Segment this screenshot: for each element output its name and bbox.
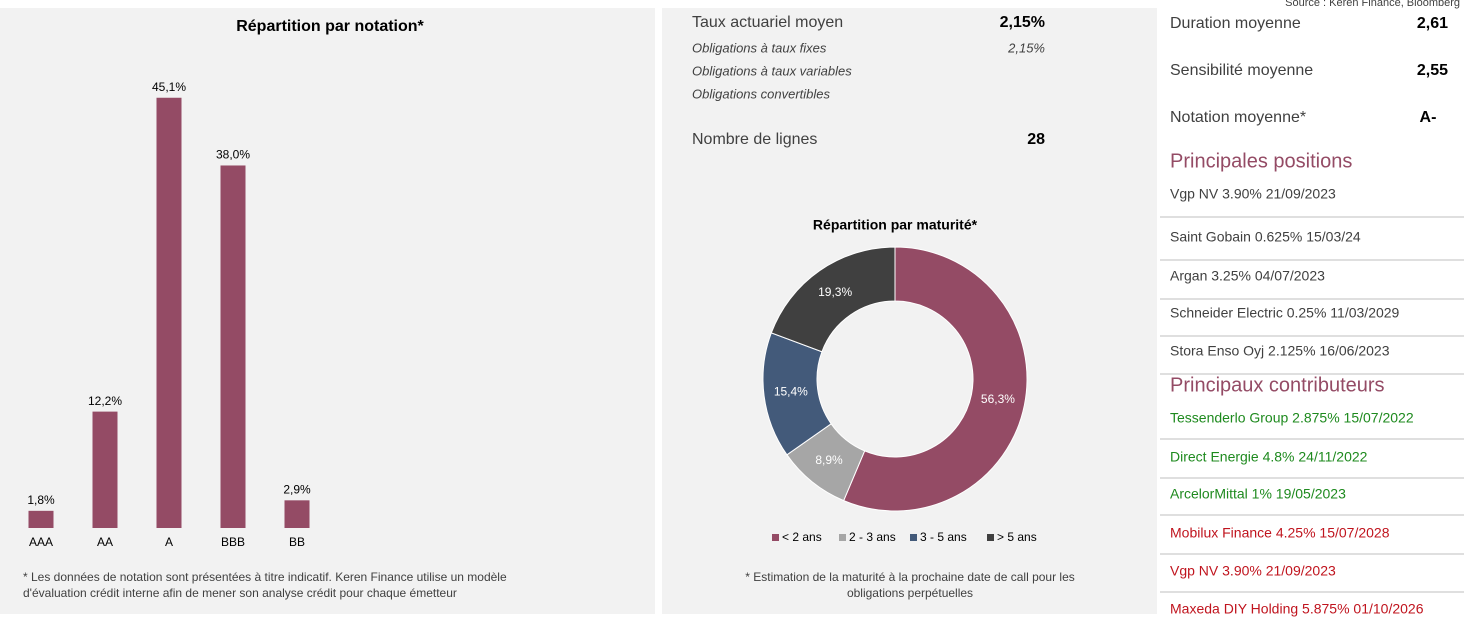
metric-label: Sensibilité moyenne — [1170, 62, 1313, 79]
legend-swatch — [987, 534, 994, 541]
footnote: * Estimation de la maturité à la prochai… — [745, 570, 1075, 584]
x-tick-label: AAA — [29, 535, 53, 549]
footnote: * Les données de notation sont présentée… — [23, 570, 507, 584]
position-item: Stora Enso Oyj 2.125% 16/06/2023 — [1170, 343, 1390, 359]
legend-label: 2 - 3 ans — [849, 530, 896, 544]
position-item: Saint Gobain 0.625% 15/03/24 — [1170, 229, 1361, 245]
rate-label: Taux actuariel moyen — [692, 14, 843, 31]
footnote: d'évaluation crédit interne afin de mene… — [23, 586, 457, 600]
bar — [220, 165, 246, 529]
position-item: Argan 3.25% 04/07/2023 — [1170, 268, 1325, 284]
data-label: 56,3% — [981, 392, 1015, 406]
footnote: obligations perpétuelles — [847, 586, 973, 600]
donut-slice — [770, 246, 896, 353]
bar — [28, 510, 54, 528]
bar — [156, 97, 182, 528]
position-item: Schneider Electric 0.25% 11/03/2029 — [1170, 305, 1400, 321]
section-title: Principaux contributeurs — [1170, 374, 1385, 396]
metric-value: A- — [1420, 109, 1437, 126]
contributor-item: Mobilux Finance 4.25% 15/07/2028 — [1170, 525, 1390, 541]
data-label: 1,8% — [27, 493, 55, 507]
data-label: 19,3% — [818, 285, 852, 299]
middle-panel — [662, 8, 1157, 614]
rate-sub-label: Obligations à taux variables — [692, 63, 852, 78]
rate-sub-label: Obligations à taux fixes — [692, 40, 827, 55]
legend-label: 3 - 5 ans — [920, 530, 967, 544]
section-title: Principales positions — [1170, 150, 1352, 172]
x-tick-label: AA — [97, 535, 113, 549]
data-label: 45,1% — [152, 80, 186, 94]
rate-sub-label: Obligations convertibles — [692, 86, 831, 101]
x-tick-label: BBB — [221, 535, 245, 549]
bar — [284, 500, 310, 528]
chart-title: Répartition par notation* — [236, 18, 424, 35]
contributor-item: Tessenderlo Group 2.875% 15/07/2022 — [1170, 410, 1414, 426]
contributor-item: Vgp NV 3.90% 21/09/2023 — [1170, 563, 1336, 579]
lines-label: Nombre de lignes — [692, 131, 817, 148]
rate-sub-value: 2,15% — [1007, 40, 1045, 55]
x-tick-label: BB — [289, 535, 305, 549]
data-label: 15,4% — [774, 385, 808, 399]
donut-slice — [843, 246, 1028, 512]
metric-label: Notation moyenne* — [1170, 109, 1306, 126]
contributor-item: Maxeda DIY Holding 5.875% 01/10/2026 — [1170, 601, 1424, 617]
x-tick-label: A — [165, 535, 173, 549]
legend-label: > 5 ans — [997, 530, 1037, 544]
metric-value: 2,61 — [1417, 15, 1448, 32]
legend-label: < 2 ans — [782, 530, 822, 544]
data-label: 8,9% — [815, 453, 843, 467]
data-label: 2,9% — [283, 483, 311, 497]
legend-swatch — [772, 534, 779, 541]
lines-value: 28 — [1027, 131, 1045, 148]
source: Source : Keren Finance, Bloomberg — [1285, 0, 1460, 9]
metric-label: Duration moyenne — [1170, 15, 1301, 32]
rate-value: 2,15% — [1000, 14, 1045, 31]
legend-swatch — [839, 534, 846, 541]
legend-swatch — [910, 534, 917, 541]
data-label: 38,0% — [216, 148, 250, 162]
chart-title: Répartition par maturité* — [813, 217, 978, 233]
contributor-item: Direct Energie 4.8% 24/11/2022 — [1170, 449, 1368, 465]
contributor-item: ArcelorMittal 1% 19/05/2023 — [1170, 486, 1346, 502]
bar — [92, 411, 118, 528]
data-label: 12,2% — [88, 394, 122, 408]
position-item: Vgp NV 3.90% 21/09/2023 — [1170, 186, 1336, 202]
metric-value: 2,55 — [1417, 62, 1448, 79]
